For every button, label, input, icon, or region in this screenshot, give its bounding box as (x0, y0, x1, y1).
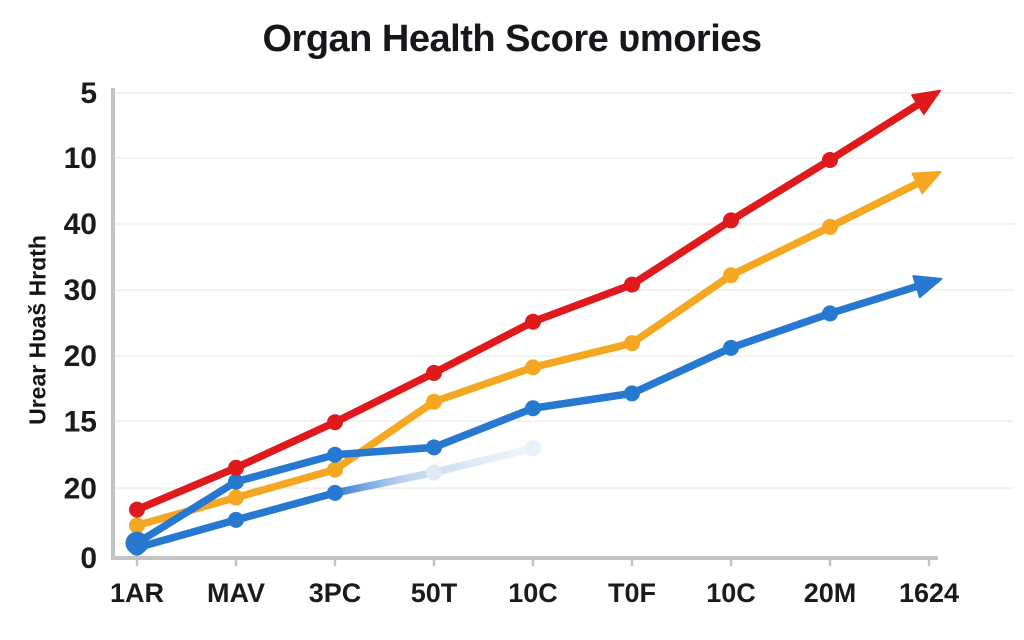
amber-line-arrowhead (911, 170, 942, 195)
red-line-point-7 (822, 151, 838, 168)
red-line-point-2 (327, 414, 343, 431)
red-line-point-6 (723, 212, 739, 229)
blue-line-point-5 (624, 385, 640, 402)
red-line-point-4 (525, 313, 541, 330)
blue-line-point-7 (822, 305, 838, 322)
y-tick-label: 30 (64, 274, 97, 307)
x-tick-label: 10C (706, 578, 756, 608)
x-tick-label: 50T (411, 578, 458, 608)
blue-line-point-2 (327, 446, 343, 463)
red-line-point-3 (426, 364, 442, 381)
blue-line-point-6 (723, 339, 739, 356)
x-tick-label: 10C (508, 578, 558, 608)
x-tick-label: 20M (804, 578, 857, 608)
blue-line-point-4 (525, 400, 541, 417)
y-tick-label: 0 (80, 542, 97, 575)
amber-line-point-1 (228, 489, 244, 506)
blue-line-point-3 (426, 439, 442, 456)
x-tick-label: 1AR (110, 578, 164, 608)
blue-line-point-0 (125, 531, 149, 555)
x-tick-label: 3PC (309, 578, 362, 608)
faded-blue-line-point-3 (426, 464, 442, 481)
amber-line-point-0 (129, 517, 145, 534)
y-tick-label: 15 (64, 405, 97, 438)
red-line-point-1 (228, 459, 244, 476)
y-tick-label: 20 (64, 340, 97, 373)
chart-title: Organ Health Score ʋmories (262, 18, 762, 60)
faded-blue-line-point-4 (525, 440, 541, 457)
amber-line-point-3 (426, 393, 442, 410)
blue-line-point-1 (228, 473, 244, 490)
x-tick-label: 1624 (899, 578, 959, 608)
y-tick-label: 10 (64, 142, 97, 175)
y-tick-label: 5 (80, 77, 97, 110)
amber-line-point-2 (327, 461, 343, 478)
red-line-arrowhead (911, 89, 942, 115)
red-line-point-5 (624, 276, 640, 293)
amber-line-point-7 (822, 218, 838, 235)
y-tick-label: 40 (64, 208, 97, 241)
x-tick-label: T0F (608, 578, 656, 608)
y-tick-label: 20 (64, 472, 97, 505)
blue-line-arrowhead (912, 275, 943, 299)
red-line-point-0 (129, 501, 145, 518)
faded-blue-line-point-1 (228, 511, 244, 528)
amber-line-point-5 (624, 335, 640, 352)
amber-line-point-4 (525, 359, 541, 376)
amber-line-point-6 (723, 267, 739, 284)
x-tick-label: MAV (207, 578, 265, 608)
faded-blue-line-point-2 (327, 484, 343, 501)
